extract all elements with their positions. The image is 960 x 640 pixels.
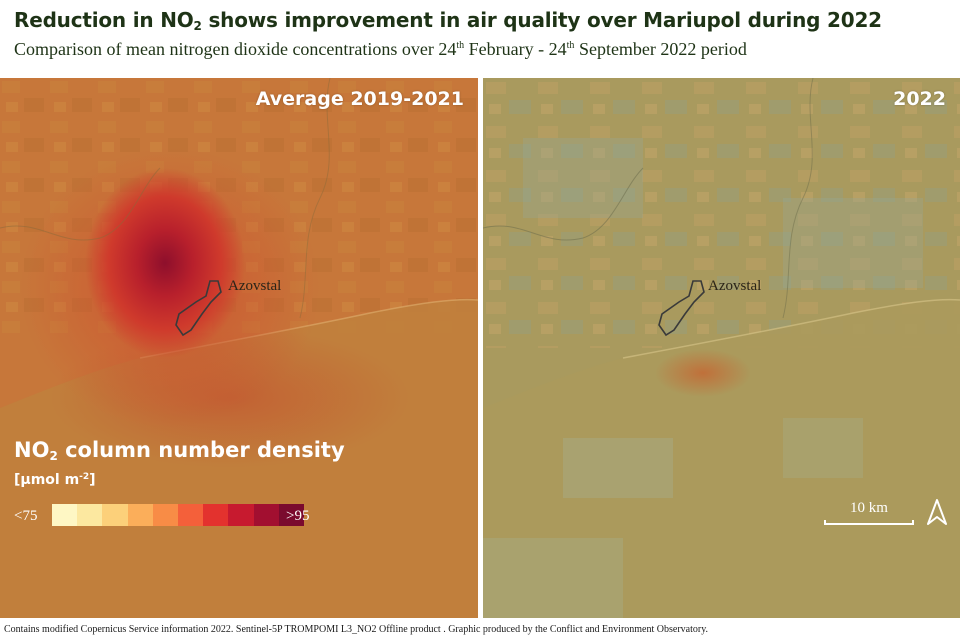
map-image [483,78,960,618]
legend-swatch [228,504,254,526]
legend-swatch [253,504,279,526]
legend-swatch [127,504,153,526]
map-panel-2019-2021: Average 2019-2021 Azovstal [0,78,478,618]
legend-color-scale [52,504,304,526]
subtitle-sup: th [566,40,575,51]
north-arrow-icon [926,498,948,530]
map-image [0,78,478,618]
legend-swatch [52,504,78,526]
panel-divider [478,78,483,618]
place-label-azovstal-left: Azovstal [228,278,282,294]
legend-min-label: <75 [14,508,38,524]
title-text: Reduction in NO [14,8,194,32]
header: Reduction in NO2 shows improvement in ai… [0,0,960,78]
subtitle-text: February - 24 [464,39,567,59]
panel-label-right: 2022 [893,88,946,110]
azovstal-boundary-left [175,280,222,337]
legend-unit-sup: -2 [79,472,90,482]
scale-bar: 10 km [824,500,914,526]
legend-unit: [μmol m-2] [14,472,96,488]
legend-swatch [278,504,304,526]
legend-title: NO2 column number density [14,438,345,463]
page-title: Reduction in NO2 shows improvement in ai… [14,8,882,33]
credit-text: Contains modified Copernicus Service inf… [4,624,709,635]
legend-swatch [203,504,229,526]
legend-title-text-suffix: column number density [57,438,345,462]
title-subscript: 2 [193,19,202,33]
azovstal-boundary-right [658,280,705,337]
legend-swatch [177,504,204,526]
panel-label-left: Average 2019-2021 [255,88,464,110]
footer: Contains modified Copernicus Service inf… [0,618,960,640]
place-label-azovstal-right: Azovstal [708,278,762,294]
legend-swatch [152,504,178,526]
scale-bar-label: 10 km [850,500,888,516]
subtitle-text: September 2022 period [574,39,747,59]
subtitle-sup: th [456,40,465,51]
map-panel-2022: 2022 Azovstal [483,78,960,618]
legend-title-text: NO [14,438,50,462]
title-text-suffix: shows improvement in air quality over Ma… [201,8,882,32]
scale-bar-line [824,520,914,525]
legend-unit-text: [μmol m [14,472,80,488]
legend-swatch [102,504,128,526]
page-subtitle: Comparison of mean nitrogen dioxide conc… [14,39,747,60]
subtitle-text: Comparison of mean nitrogen dioxide conc… [14,39,457,59]
legend-max-label: >95 [286,508,310,524]
legend-title-subscript: 2 [49,449,58,463]
legend-swatch [77,504,103,526]
legend-unit-text-suffix: ] [89,472,96,488]
